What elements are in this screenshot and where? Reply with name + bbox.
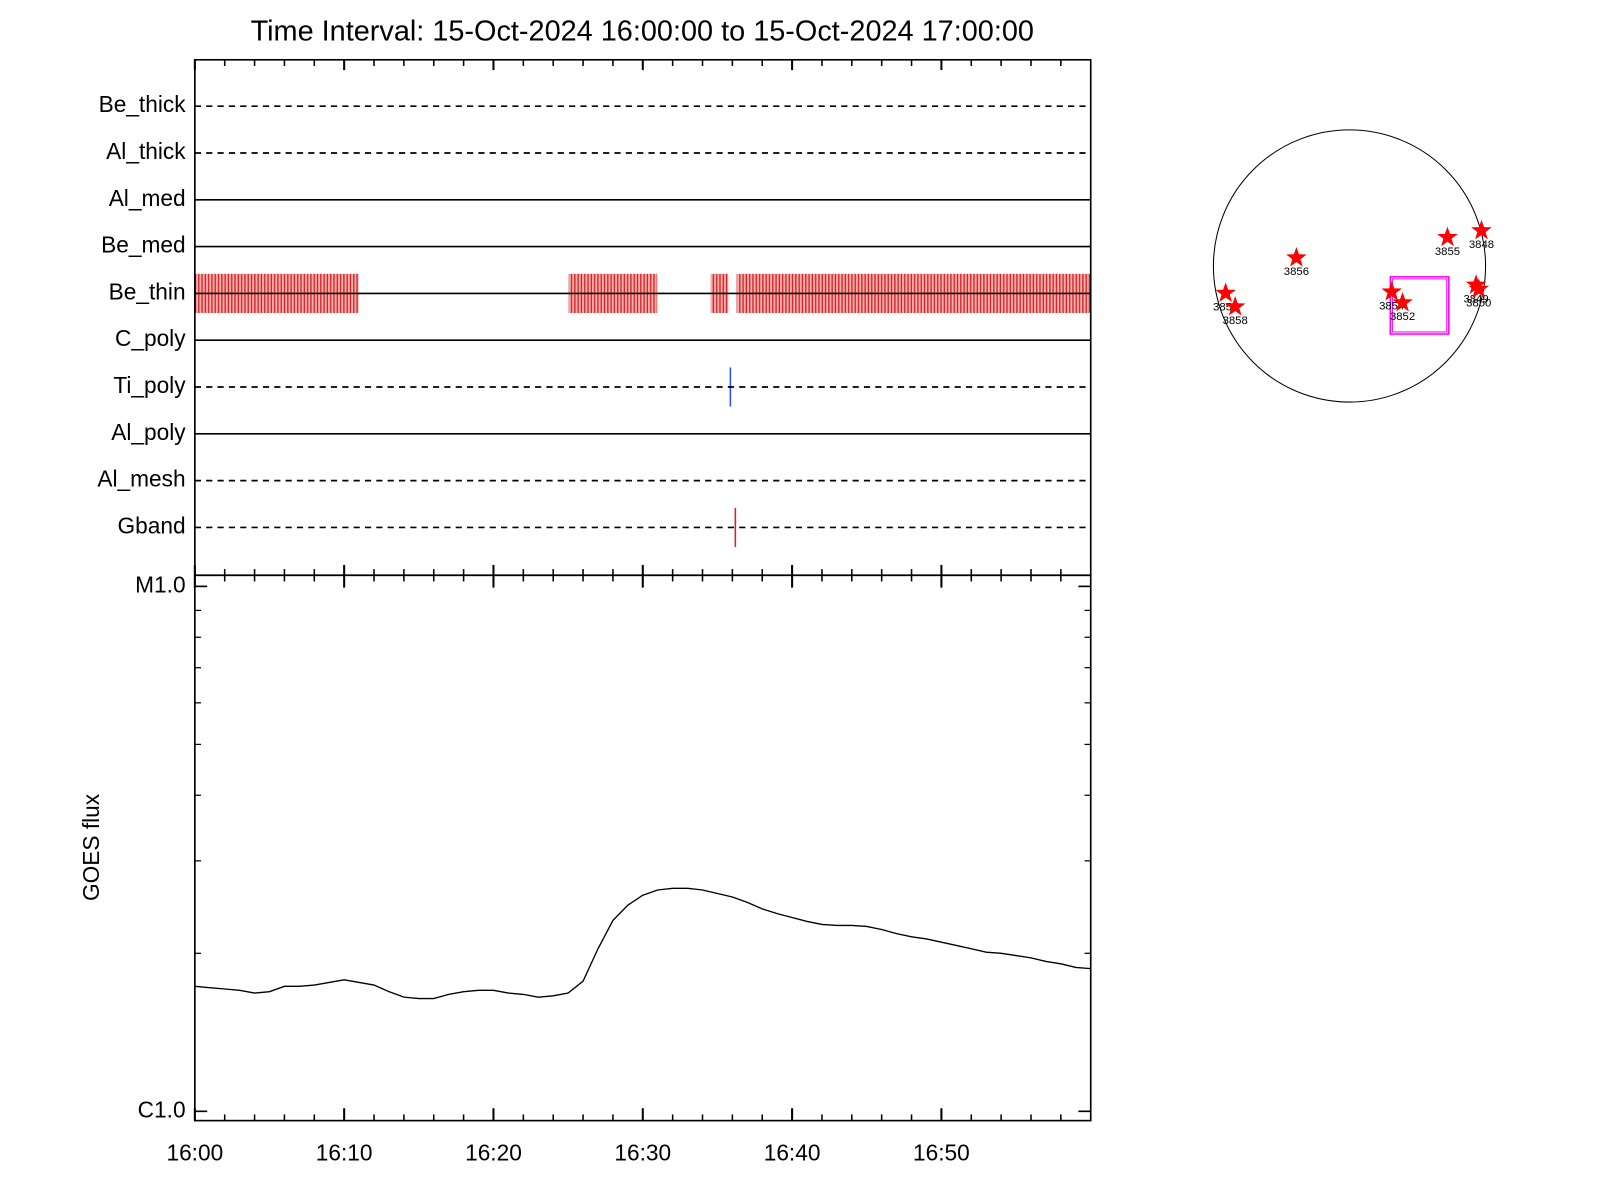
x-tick-label: 16:10 — [316, 1140, 373, 1166]
channel-label: Ti_poly — [113, 372, 186, 398]
channel-label: Al_poly — [111, 419, 186, 445]
active-region-star — [1471, 219, 1492, 240]
channel-label: Be_thin — [109, 278, 186, 304]
fov-box — [1389, 276, 1450, 335]
active-region-label: 3848 — [1469, 239, 1494, 251]
panel-frame — [194, 574, 1092, 1122]
chart-title: Time Interval: 15-Oct-2024 16:00:00 to 1… — [251, 16, 1034, 48]
y-tick-label: M1.0 — [135, 571, 185, 597]
active-region-star — [1224, 295, 1246, 316]
active-region-star — [1286, 246, 1307, 267]
channel-label: Al_mesh — [97, 466, 185, 492]
y-axis-label: GOES flux — [78, 793, 104, 901]
fov-box-inner — [1391, 278, 1448, 333]
active-region-label: 3852 — [1390, 311, 1415, 323]
active-region-star — [1215, 282, 1236, 302]
channel-label: Al_thick — [106, 138, 186, 164]
x-tick-label: 16:20 — [465, 1140, 522, 1166]
x-tick-label: 16:30 — [614, 1140, 671, 1166]
channel-label: Gband — [117, 512, 185, 538]
x-tick-label: 16:50 — [913, 1140, 970, 1166]
channel-label: Be_thick — [99, 91, 187, 117]
active-region-label: 3855 — [1435, 246, 1460, 258]
x-tick-label: 16:40 — [764, 1140, 821, 1166]
x-tick-label: 16:00 — [166, 1140, 223, 1166]
channel-label: Be_med — [101, 232, 185, 258]
active-region-star — [1465, 274, 1487, 294]
solar-disk — [1212, 129, 1487, 403]
active-region-star — [1437, 226, 1458, 247]
active-region-label: 3850 — [1466, 298, 1491, 310]
active-region-star — [1468, 278, 1490, 298]
channel-label: Al_med — [109, 185, 186, 211]
channel-label: C_poly — [115, 325, 186, 351]
active-region-star — [1392, 291, 1413, 312]
flux-line — [194, 887, 1091, 1000]
panel-frame — [194, 58, 1092, 577]
active-region-label: 3856 — [1284, 266, 1309, 278]
active-region-label: 3858 — [1223, 315, 1248, 327]
y-tick-label: C1.0 — [138, 1096, 186, 1122]
active-region-label: 3849 — [1463, 293, 1488, 305]
active-region-star — [1381, 281, 1402, 301]
